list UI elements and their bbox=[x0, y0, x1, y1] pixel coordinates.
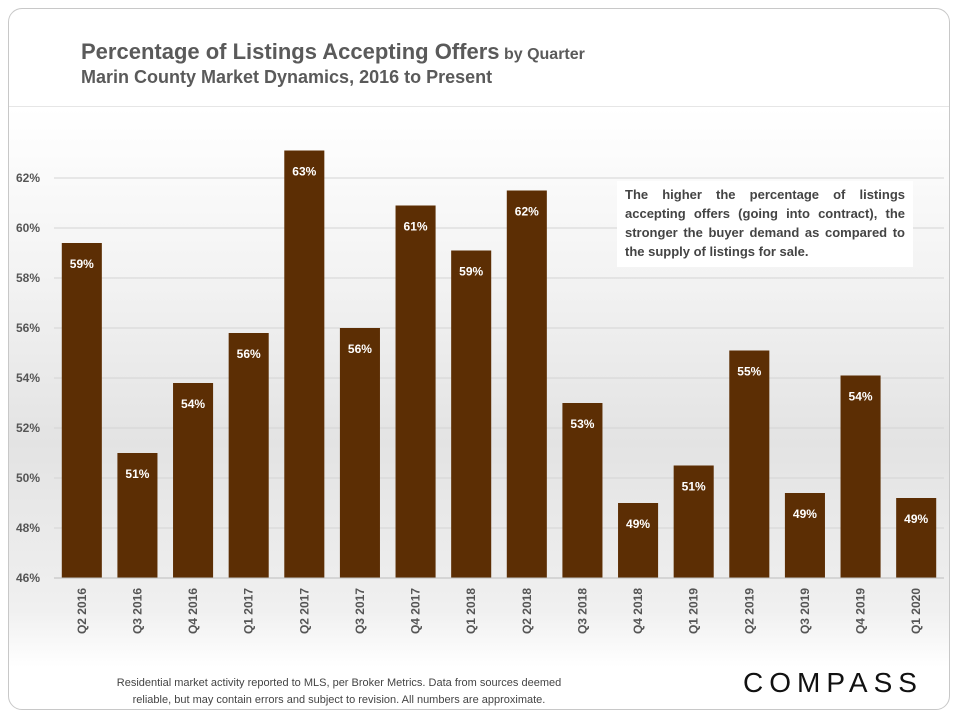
data-label: 56% bbox=[348, 342, 372, 356]
x-tick-label: Q1 2018 bbox=[464, 588, 478, 634]
x-tick-label: Q2 2016 bbox=[75, 588, 89, 634]
bar bbox=[840, 375, 881, 578]
x-tick-label: Q3 2019 bbox=[798, 588, 812, 634]
bar bbox=[117, 453, 158, 578]
annotation-box: The higher the percentage of listings ac… bbox=[617, 181, 913, 267]
bar bbox=[228, 333, 269, 578]
x-tick-label: Q4 2017 bbox=[409, 588, 423, 634]
footer-note: Residential market activity reported to … bbox=[71, 675, 607, 709]
data-label: 55% bbox=[737, 365, 761, 379]
x-tick-label: Q3 2018 bbox=[575, 588, 589, 634]
chart-card: Percentage of Listings Accepting Offers … bbox=[8, 8, 950, 710]
data-label: 61% bbox=[404, 220, 428, 234]
data-label: 54% bbox=[849, 390, 873, 404]
data-label: 62% bbox=[515, 205, 539, 219]
y-tick-label: 54% bbox=[16, 371, 40, 385]
y-tick-label: 56% bbox=[16, 321, 40, 335]
data-label: 56% bbox=[237, 347, 261, 361]
y-tick-label: 46% bbox=[16, 571, 40, 585]
bar bbox=[451, 250, 492, 578]
y-tick-label: 52% bbox=[16, 421, 40, 435]
bar bbox=[173, 383, 214, 578]
y-tick-label: 62% bbox=[16, 171, 40, 185]
data-label: 59% bbox=[70, 257, 94, 271]
chart-subtitle: Marin County Market Dynamics, 2016 to Pr… bbox=[81, 67, 493, 87]
bar bbox=[395, 205, 436, 578]
data-label: 51% bbox=[125, 467, 149, 481]
y-tick-label: 58% bbox=[16, 271, 40, 285]
data-label: 51% bbox=[682, 480, 706, 494]
x-tick-label: Q1 2019 bbox=[687, 588, 701, 634]
footer-line-2: reliable, but may contain errors and sub… bbox=[132, 694, 546, 706]
bar bbox=[896, 498, 937, 578]
data-label: 49% bbox=[793, 507, 817, 521]
data-label: 63% bbox=[292, 165, 316, 179]
chart-title: Percentage of Listings Accepting Offers bbox=[81, 39, 500, 64]
x-tick-label: Q1 2017 bbox=[242, 588, 256, 634]
y-tick-label: 48% bbox=[16, 521, 40, 535]
bar bbox=[339, 328, 380, 578]
data-label: 49% bbox=[904, 512, 928, 526]
bar bbox=[562, 403, 603, 578]
chart-title-suffix: by Quarter bbox=[503, 46, 585, 63]
bar bbox=[618, 503, 659, 578]
bar bbox=[61, 243, 102, 578]
data-label: 59% bbox=[459, 265, 483, 279]
x-tick-label: Q4 2016 bbox=[186, 588, 200, 634]
data-label: 53% bbox=[570, 417, 594, 431]
x-tick-label: Q4 2019 bbox=[854, 588, 868, 634]
bar bbox=[784, 493, 825, 578]
bar bbox=[729, 350, 770, 578]
bar bbox=[673, 465, 714, 578]
y-tick-label: 50% bbox=[16, 471, 40, 485]
x-tick-label: Q2 2017 bbox=[297, 588, 311, 634]
title-block: Percentage of Listings Accepting Offers … bbox=[81, 39, 585, 88]
compass-logo: COMPASS bbox=[743, 667, 923, 698]
bar bbox=[506, 190, 547, 578]
x-tick-label: Q3 2017 bbox=[353, 588, 367, 634]
x-tick-label: Q4 2018 bbox=[631, 588, 645, 634]
footer-line-1: Residential market activity reported to … bbox=[116, 677, 562, 689]
bar-chart: 46% 48% 50% 52% 54% 56% 58% 60% 62% 59% Q2 2016 51%… bbox=[16, 150, 944, 634]
x-tick-label: Q2 2019 bbox=[742, 588, 756, 634]
bar bbox=[284, 150, 325, 578]
x-tick-label: Q3 2016 bbox=[130, 588, 144, 634]
data-label: 49% bbox=[626, 517, 650, 531]
x-tick-label: Q2 2018 bbox=[520, 588, 534, 634]
y-tick-label: 60% bbox=[16, 221, 40, 235]
data-label: 54% bbox=[181, 397, 205, 411]
x-tick-label: Q1 2020 bbox=[909, 588, 923, 634]
